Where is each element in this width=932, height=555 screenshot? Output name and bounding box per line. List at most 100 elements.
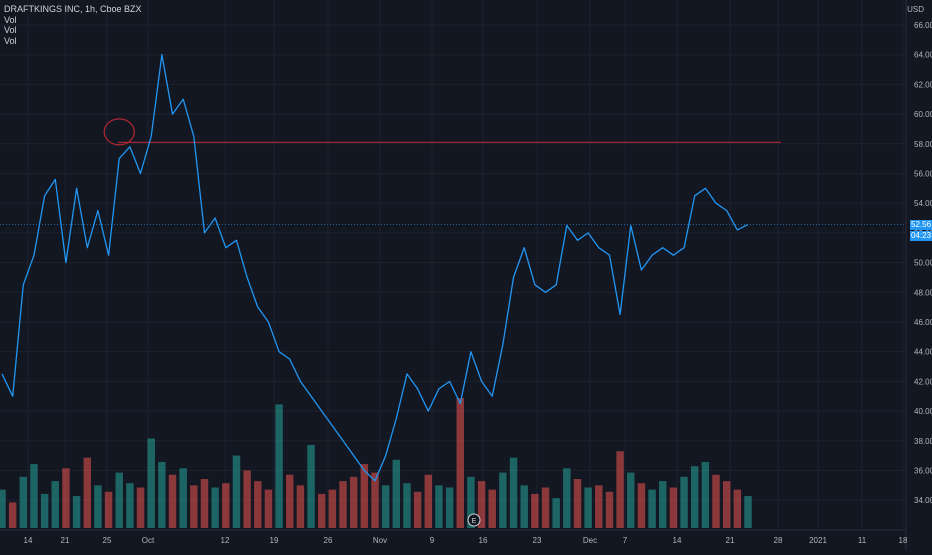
x-tick-label: 9: [430, 536, 435, 545]
volume-bar: [286, 474, 294, 528]
x-tick-label: 25: [103, 536, 112, 545]
volume-bar: [200, 478, 209, 528]
y-tick-label: 56.00: [914, 169, 932, 178]
volume-bar: [616, 451, 624, 528]
volume-bar: [296, 485, 305, 528]
volume-bar: [136, 487, 145, 528]
volume-bar: [403, 483, 411, 528]
x-tick-label: 19: [270, 536, 279, 545]
volume-bar: [317, 493, 326, 528]
x-tick-label: 12: [221, 536, 230, 545]
volume-bar: [488, 489, 496, 528]
volume-bar: [62, 468, 70, 528]
y-tick-label: 50.00: [914, 259, 932, 268]
volume-bar: [744, 496, 752, 528]
volume-bar: [541, 487, 550, 528]
vol-label-2[interactable]: Vol: [4, 25, 17, 35]
volume-bar: [115, 472, 123, 528]
volume-bar: [339, 481, 347, 528]
x-tick-label: 7: [623, 536, 628, 545]
volume-bar: [531, 493, 539, 528]
y-tick-label: 66.00: [914, 21, 932, 30]
y-tick-label: 42.00: [914, 377, 932, 386]
volume-bar: [595, 485, 603, 528]
volume-bar: [392, 459, 401, 528]
y-tick-label: 36.00: [914, 466, 932, 475]
volume-bar: [147, 438, 155, 528]
currency-label: USD: [907, 5, 924, 14]
x-tick-label: Dec: [583, 536, 597, 545]
volume-bar: [413, 491, 422, 528]
earnings-badge-text: E: [472, 518, 477, 525]
volume-bar: [563, 468, 571, 528]
y-tick-label: 38.00: [914, 437, 932, 446]
earnings-badge-icon[interactable]: E: [467, 513, 481, 527]
volume-bar: [211, 487, 219, 528]
volume-bar: [360, 464, 369, 528]
y-tick-label: 46.00: [914, 318, 932, 327]
volume-bar: [435, 485, 443, 528]
volume-bar: [659, 481, 667, 528]
volume-bar: [30, 464, 38, 528]
x-tick-label: Oct: [142, 536, 155, 545]
annotations: E: [103, 118, 481, 527]
volume-bar: [275, 404, 283, 528]
volume-bar: [168, 474, 177, 528]
volume-bar: [254, 481, 262, 528]
x-tick-label: 26: [324, 536, 333, 545]
volume-bar: [126, 483, 134, 528]
volume-bar: [243, 470, 251, 528]
volume-bar: [94, 485, 102, 528]
symbol-title[interactable]: DRAFTKINGS INC, 1h, Cboe BZX: [4, 4, 142, 14]
y-tick-label: 34.00: [914, 496, 932, 505]
y-tick-label: 44.00: [914, 348, 932, 357]
y-tick-label: 48.00: [914, 288, 932, 297]
volume-bar: [477, 481, 486, 528]
legend: DRAFTKINGS INC, 1h, Cboe BZX Vol Vol Vol: [4, 4, 142, 46]
vol-label-1[interactable]: Vol: [4, 14, 17, 25]
volume-bar: [349, 476, 358, 528]
volume-bar: [190, 485, 198, 528]
x-tick-label: Nov: [373, 536, 387, 545]
volume-bar: [51, 481, 60, 528]
volume-bar: [381, 485, 390, 528]
x-tick-label: 14: [673, 536, 682, 545]
volume-bar: [0, 489, 6, 528]
volume-bar: [40, 493, 49, 528]
volume-bar: [307, 444, 315, 528]
x-tick-label: 23: [533, 536, 542, 545]
volume-bar: [371, 472, 379, 528]
volume-bar: [232, 455, 241, 528]
volume-bar: [584, 487, 592, 528]
grid: [0, 0, 906, 530]
volume-bar: [552, 498, 560, 528]
volume-bar: [520, 485, 528, 528]
volume-bar: [712, 474, 720, 528]
volume-bar: [467, 476, 475, 528]
time-axis[interactable]: 14 21 25 Oct 12 19 26 Nov 9 16 23 Dec 7 14 21 28 2021 11 1…: [0, 529, 908, 545]
volume-bar: [680, 476, 688, 528]
volume-bar: [222, 483, 230, 528]
vol-label-3[interactable]: Vol: [4, 35, 17, 46]
x-tick-label: 14: [24, 536, 33, 545]
y-tick-label: 60.00: [914, 110, 932, 119]
volume-bar: [637, 483, 646, 528]
volume-bar: [445, 487, 454, 528]
price-line: [1, 54, 749, 482]
volume-bar: [264, 489, 273, 528]
price-line-layer: [0, 54, 906, 482]
volume-bar: [573, 478, 582, 528]
x-tick-label: 28: [774, 536, 783, 545]
x-tick-label: 21: [726, 536, 735, 545]
volume-bar: [179, 468, 187, 528]
volume-bar: [19, 476, 28, 528]
volume-bar: [456, 398, 464, 528]
volume-bar: [8, 502, 17, 528]
x-tick-label: 11: [858, 536, 867, 545]
x-tick-label: 2021: [809, 536, 827, 545]
x-tick-label: 21: [61, 536, 70, 545]
volume-bar: [690, 466, 699, 528]
x-tick-label: 18: [899, 536, 908, 545]
